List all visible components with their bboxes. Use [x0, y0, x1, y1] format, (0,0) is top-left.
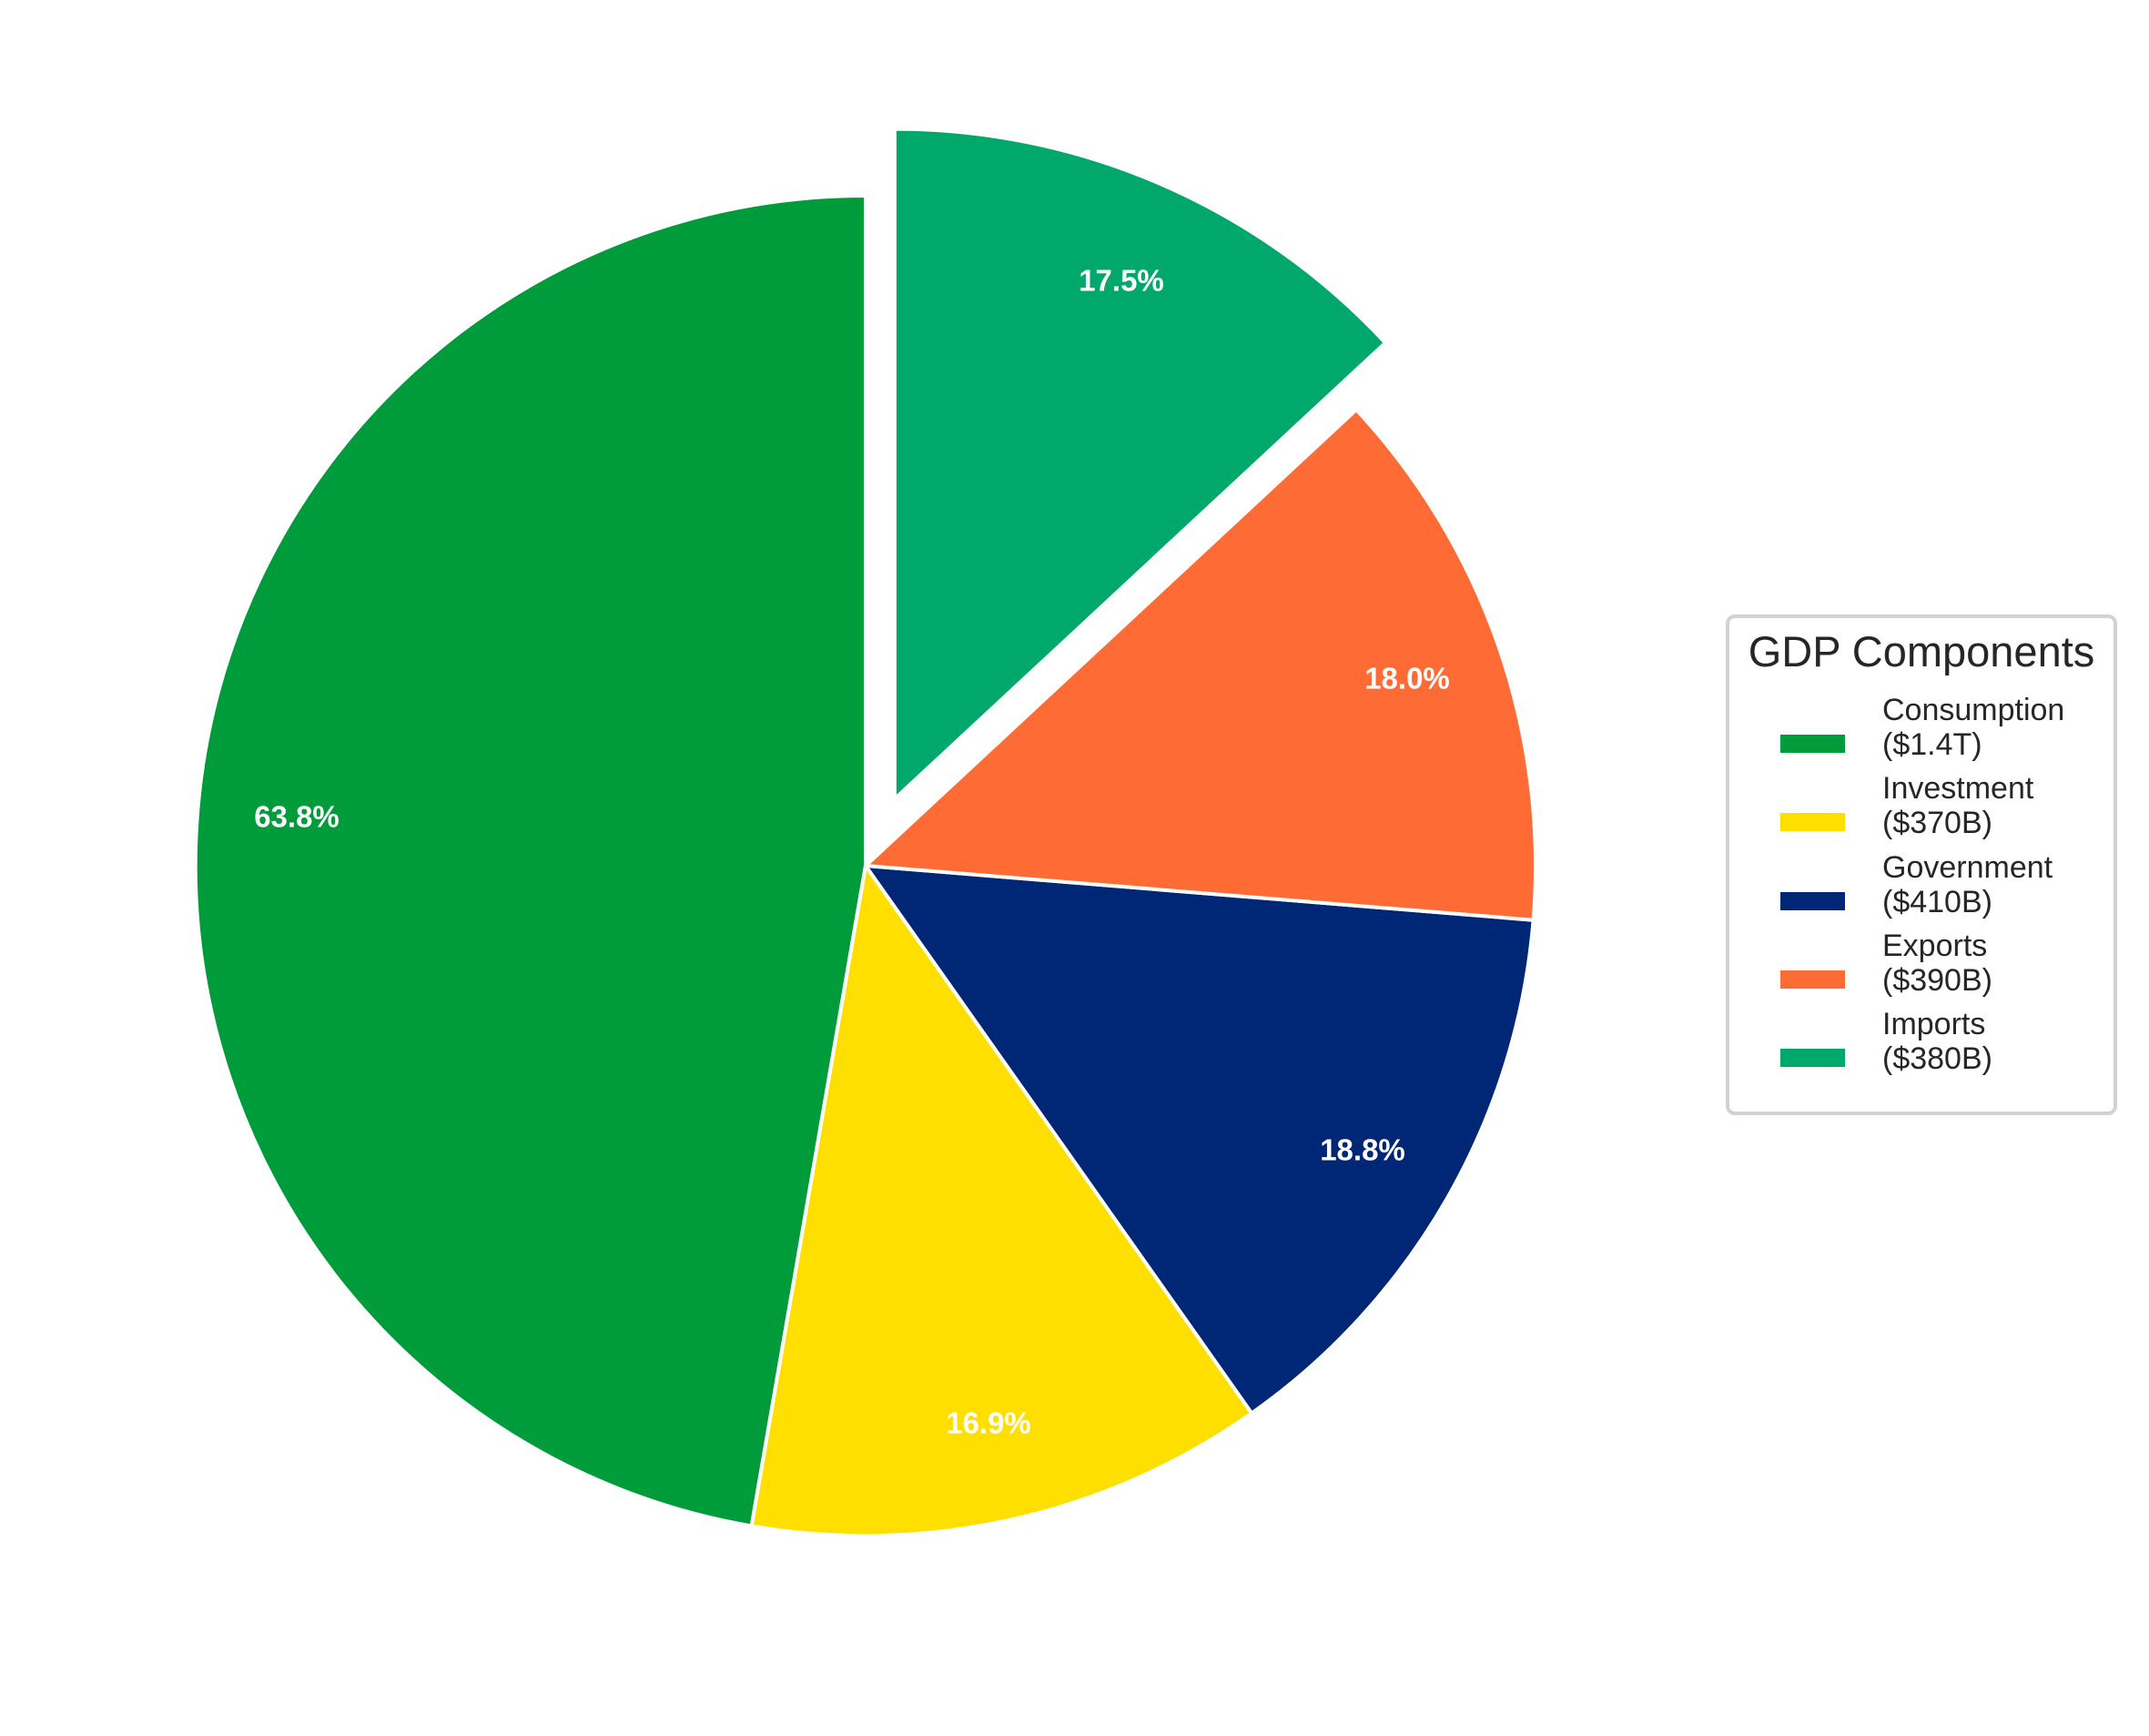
legend-swatch-investment — [1780, 813, 1845, 831]
pct-label-imports: 17.5% — [1079, 264, 1164, 298]
legend-item-consumption: Consumption ($1.4T) — [1729, 693, 2114, 780]
legend-label: Imports ($380B) — [1882, 1007, 1992, 1076]
legend-label: Exports ($390B) — [1882, 929, 1992, 998]
pct-label-consumption: 63.8% — [254, 800, 340, 834]
slice-government[interactable] — [864, 864, 1536, 1416]
slice-investment[interactable] — [749, 864, 1254, 1538]
pct-label-exports: 18.0% — [1364, 662, 1450, 695]
pct-label-government: 18.8% — [1320, 1133, 1405, 1167]
legend-item-government: Government ($410B) — [1729, 850, 2114, 938]
legend-swatch-exports — [1780, 970, 1845, 989]
legend-label: Government ($410B) — [1882, 850, 2053, 919]
legend-item-investment: Investment ($370B) — [1729, 771, 2114, 858]
slice-imports[interactable] — [892, 127, 1387, 801]
legend-title: GDP Components — [1748, 627, 2095, 675]
legend: GDP Components Consumption ($1.4T) Inves… — [1726, 614, 2117, 1115]
legend-label: Consumption ($1.4T) — [1882, 693, 2065, 762]
legend-swatch-imports — [1780, 1049, 1845, 1067]
legend-item-exports: Exports ($390B) — [1729, 929, 2114, 1016]
pct-label-investment: 16.9% — [946, 1406, 1031, 1440]
slice-exports[interactable] — [864, 408, 1537, 922]
legend-item-imports: Imports ($380B) — [1729, 1007, 2114, 1094]
legend-swatch-government — [1780, 892, 1845, 910]
legend-label: Investment ($370B) — [1882, 771, 2034, 840]
slice-consumption[interactable] — [193, 194, 867, 1528]
legend-swatch-consumption — [1780, 735, 1845, 753]
